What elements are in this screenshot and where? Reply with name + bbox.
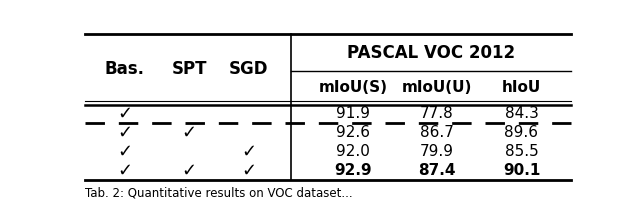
Text: ✓: ✓ [241,143,256,161]
Text: ✓: ✓ [117,161,132,179]
Text: 91.9: 91.9 [336,107,370,122]
Text: 84.3: 84.3 [504,107,538,122]
Text: 79.9: 79.9 [420,144,454,159]
Text: mIoU(U): mIoU(U) [402,80,472,95]
Text: ✓: ✓ [182,161,196,179]
Text: ✓: ✓ [117,124,132,142]
Text: 77.8: 77.8 [420,107,454,122]
Text: ✓: ✓ [241,161,256,179]
Text: 85.5: 85.5 [504,144,538,159]
Text: SGD: SGD [229,61,268,79]
Text: Bas.: Bas. [105,61,145,79]
Text: 92.6: 92.6 [336,125,370,140]
Text: ✓: ✓ [117,105,132,123]
Text: ✓: ✓ [182,124,196,142]
Text: PASCAL VOC 2012: PASCAL VOC 2012 [347,44,515,62]
Text: ✓: ✓ [117,143,132,161]
Text: 87.4: 87.4 [419,163,456,178]
Text: 90.1: 90.1 [503,163,540,178]
Text: hIoU: hIoU [502,80,541,95]
Text: 89.6: 89.6 [504,125,538,140]
Text: 92.0: 92.0 [336,144,370,159]
Text: 92.9: 92.9 [334,163,372,178]
Text: SPT: SPT [172,61,207,79]
Text: 86.7: 86.7 [420,125,454,140]
Text: mIoU(S): mIoU(S) [318,80,387,95]
Text: Tab. 2: Quantitative results on VOC dataset...: Tab. 2: Quantitative results on VOC data… [85,186,353,199]
